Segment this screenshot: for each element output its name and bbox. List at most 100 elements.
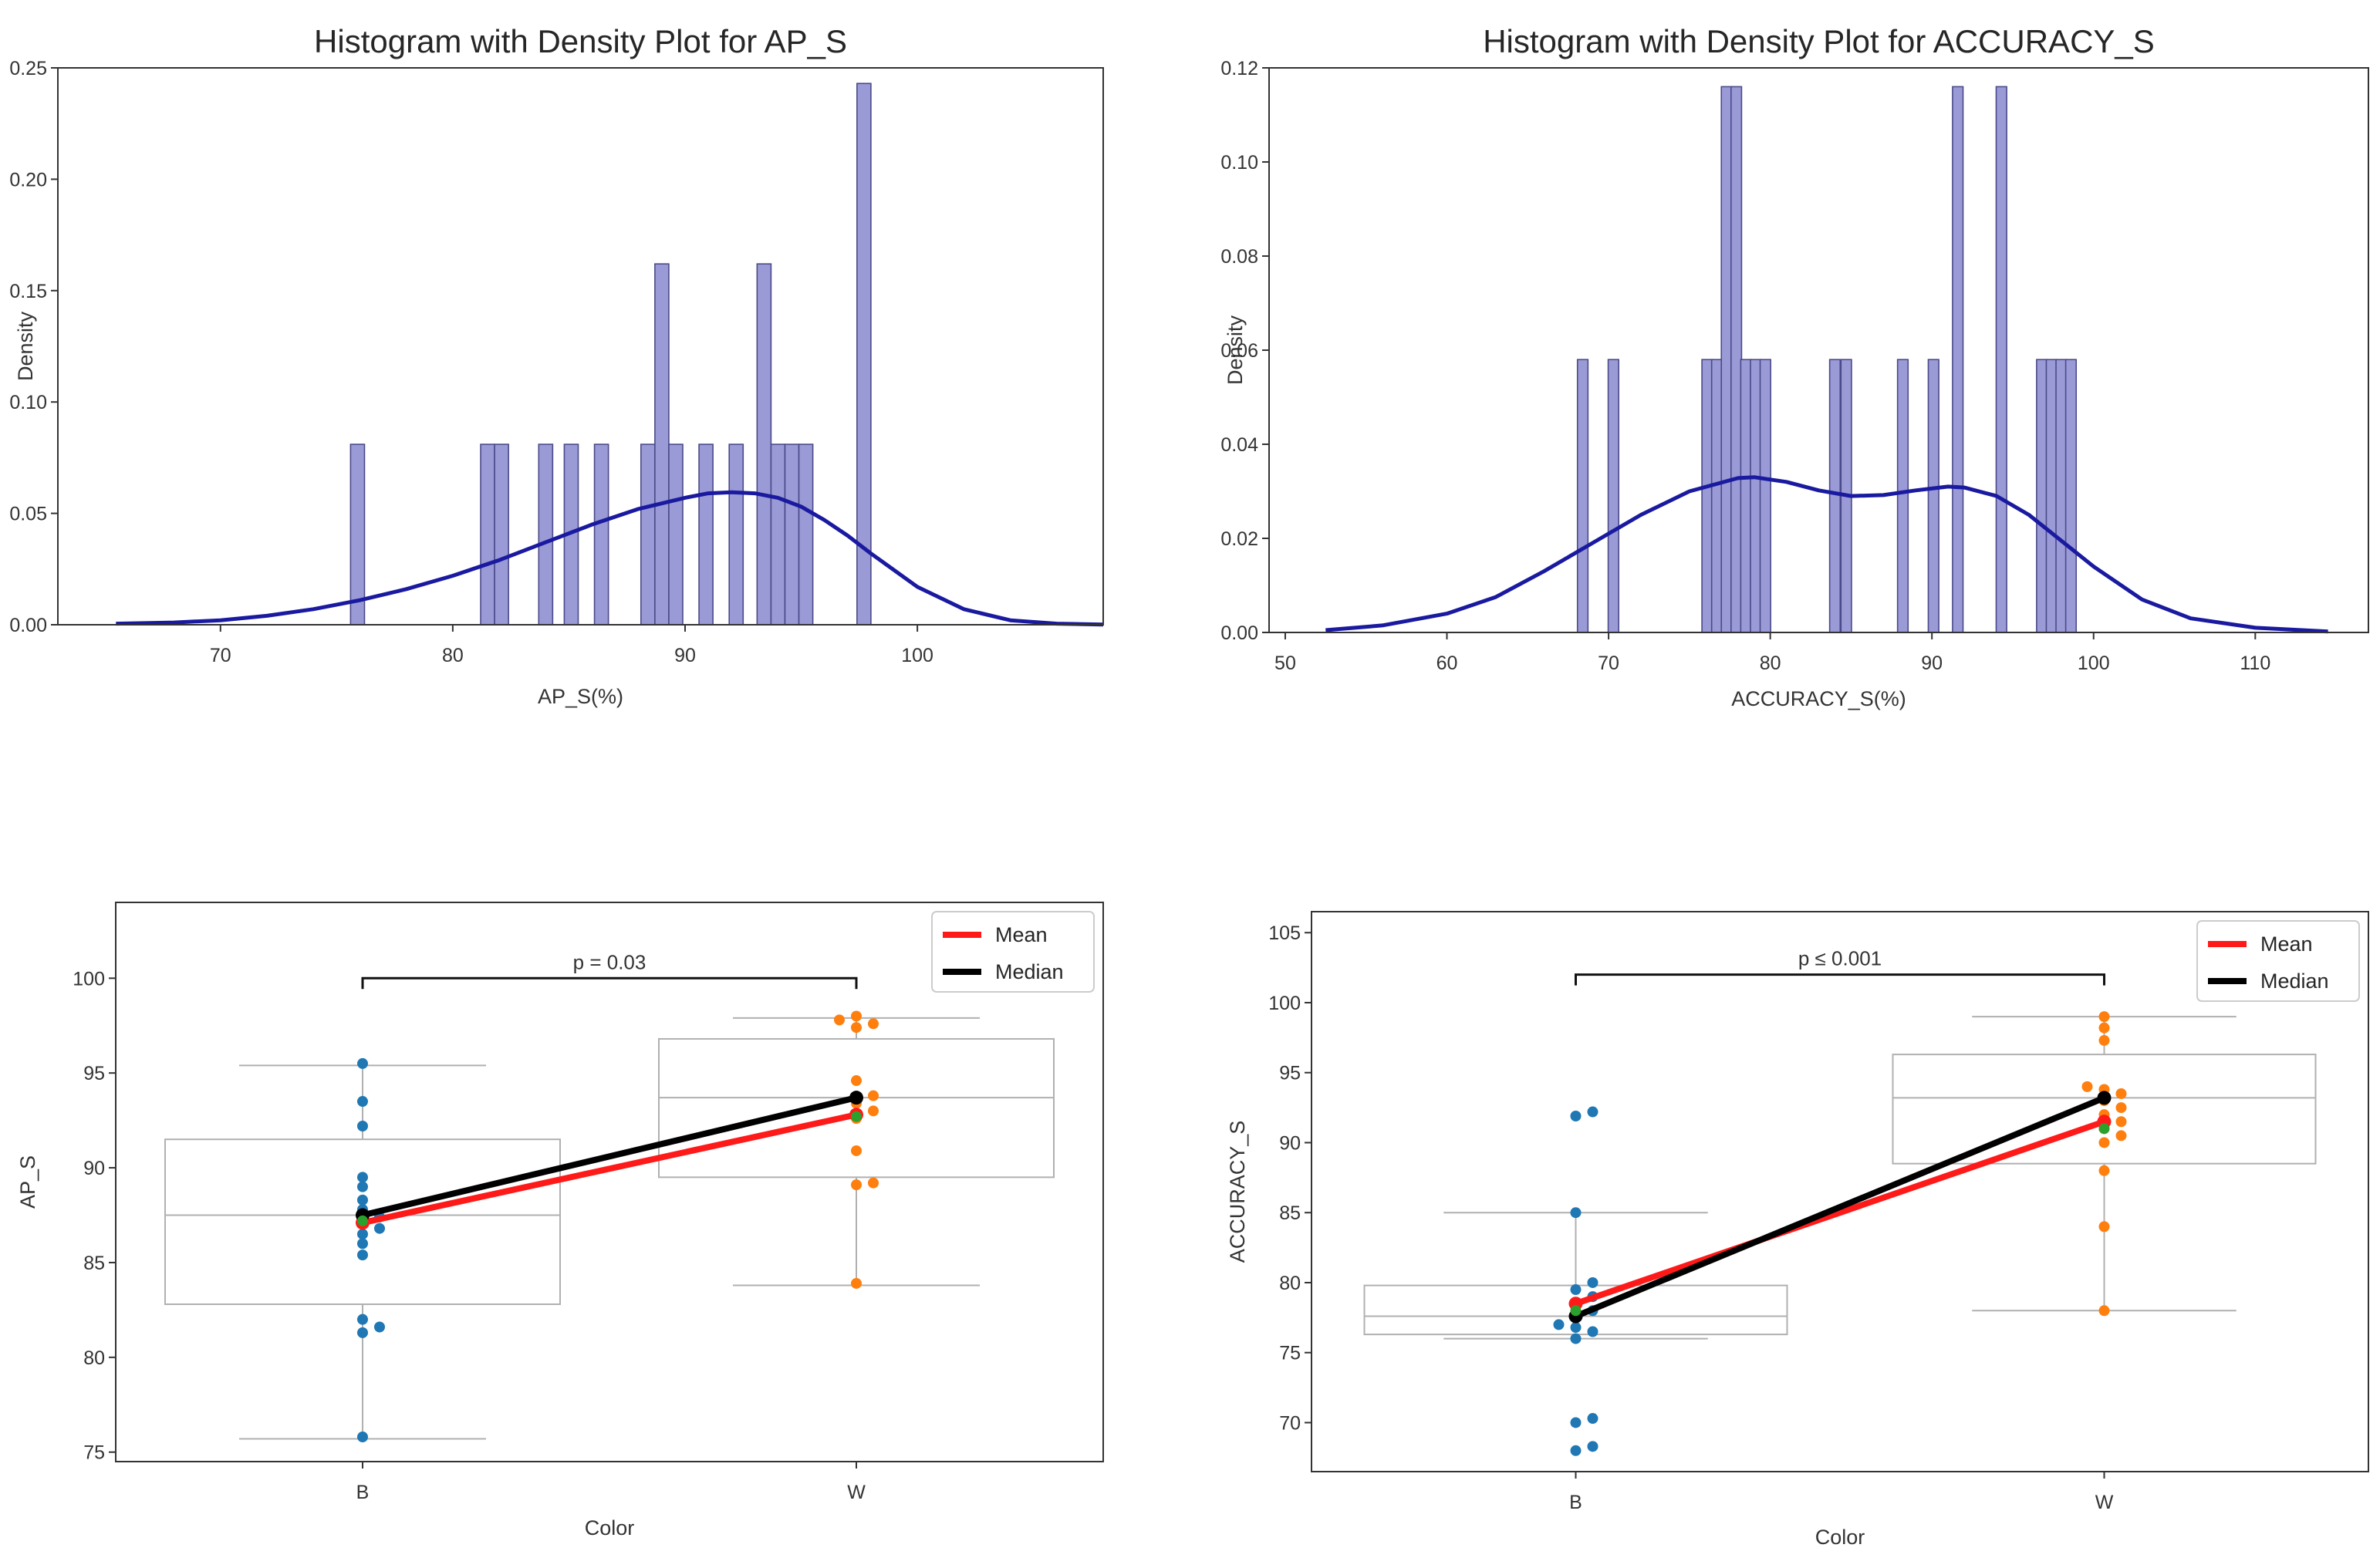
group-center-marker [2098, 1123, 2110, 1135]
mean-line [360, 1111, 859, 1226]
data-point [1587, 1441, 1598, 1452]
data-point [1570, 1284, 1582, 1296]
density-curve [1325, 475, 2328, 634]
plot-frame [57, 67, 1104, 626]
data-point [2098, 1034, 2110, 1046]
box [658, 1037, 1055, 1179]
data-point [1570, 1322, 1582, 1334]
y-tick-label: 90 [83, 1158, 105, 1179]
data-point [2098, 1165, 2110, 1176]
y-tick-label: 100 [73, 968, 105, 990]
data-point [868, 1105, 879, 1117]
y-tick-label: 90 [1279, 1132, 1301, 1154]
legend-label-median: Median [2260, 970, 2329, 993]
data-point [1587, 1276, 1598, 1288]
plot-frame [1268, 67, 2369, 633]
histogram-bar [2036, 359, 2048, 633]
histogram-bar [654, 263, 670, 626]
median-marker [2097, 1091, 2112, 1105]
y-tick-label: 0.05 [9, 504, 47, 525]
x-tick-label: B [356, 1482, 370, 1503]
x-tick-label: 90 [1921, 653, 1943, 674]
x-tick-label: 80 [1760, 653, 1781, 674]
median-line [360, 1094, 859, 1219]
y-tick-label: 0.15 [9, 281, 47, 302]
data-point [2098, 1221, 2110, 1233]
y-tick-label: 0.12 [1220, 58, 1258, 79]
data-point [834, 1014, 845, 1026]
data-point [1570, 1333, 1582, 1344]
y-tick-label: 0.06 [1220, 340, 1258, 362]
x-tick-label: W [2095, 1492, 2114, 1513]
histogram-bar [494, 443, 509, 626]
data-point [357, 1121, 368, 1131]
chart-title: Histogram with Density Plot for ACCURACY… [1483, 23, 2155, 59]
boxplot-ap-chart: p = 0.03 B W 75 80 85 90 95 100 Mean Median Color AP… [16, 902, 1104, 1539]
data-point [374, 1222, 385, 1234]
data-point [1570, 1445, 1582, 1456]
density-curve [116, 490, 1104, 627]
histogram-ap-chart: 70 80 90 100 0.00 0.05 0.10 0.15 0.20 0.25 Histogr… [9, 23, 1104, 708]
data-point [851, 1022, 862, 1034]
histogram-bar [2064, 359, 2078, 633]
histogram-bar [1750, 359, 1762, 633]
data-point [357, 1314, 368, 1325]
data-point [2098, 1022, 2110, 1034]
histogram-bar [1952, 86, 1964, 633]
boxplot-accuracy-chart: p ≤ 0.001 B W 70 75 80 85 90 95 100 105 Mean Median C… [1226, 911, 2369, 1549]
x-tick-label: 60 [1436, 653, 1458, 674]
y-tick-label: 95 [83, 1063, 105, 1084]
p-value-label: p ≤ 0.001 [1798, 947, 1882, 970]
data-point [357, 1057, 368, 1069]
y-tick-label: 85 [83, 1253, 105, 1274]
x-tick-label: B [1569, 1492, 1582, 1513]
histogram-bar [1896, 359, 1909, 633]
plot-frame [115, 902, 1104, 1462]
histogram-bar [2055, 359, 2068, 633]
data-point [851, 1277, 862, 1289]
histogram-bar [538, 443, 554, 626]
x-tick-label: 110 [2240, 653, 2270, 674]
histogram-bar [698, 443, 714, 626]
histogram-bar [640, 443, 656, 626]
data-point [357, 1096, 368, 1108]
y-tick-label: 0.02 [1220, 528, 1258, 550]
y-tick-label: 75 [83, 1442, 105, 1464]
data-point [2098, 1137, 2110, 1148]
x-axis-label: Color [585, 1516, 635, 1539]
data-point [357, 1432, 368, 1443]
y-tick-label: 95 [1279, 1063, 1301, 1084]
data-point [1587, 1326, 1598, 1337]
y-tick-label: 0.00 [1220, 622, 1258, 644]
data-point [2098, 1305, 2110, 1317]
data-point [1570, 1110, 1582, 1121]
histogram-bar [1576, 359, 1589, 633]
data-point [1553, 1319, 1565, 1330]
histogram-bar [1607, 359, 1619, 633]
histogram-bar [1730, 86, 1743, 633]
y-tick-label: 75 [1279, 1343, 1301, 1364]
data-point [851, 1075, 862, 1087]
plot-frame [1311, 911, 2369, 1472]
data-point [357, 1249, 368, 1261]
data-point [868, 1018, 879, 1030]
data-point [1570, 1207, 1582, 1219]
y-tick-label: 100 [1268, 993, 1301, 1014]
y-tick-label: 0.00 [9, 615, 47, 636]
p-value-label: p = 0.03 [573, 950, 646, 973]
y-tick-label: 70 [1279, 1412, 1301, 1434]
histogram-bar [1701, 359, 1713, 633]
legend-label-median: Median [995, 960, 1064, 983]
legend-label-mean: Mean [995, 923, 1048, 946]
y-tick-label: 0.04 [1220, 434, 1258, 456]
x-axis-label: ACCURACY_S(%) [1731, 687, 1906, 710]
histogram-bar [770, 443, 786, 626]
x-tick-label: 100 [2078, 653, 2110, 674]
histogram-accuracy-chart: 50 60 70 80 90 100 110 0.00 0.02 0.04 0.06 0.08 0.10… [1220, 23, 2369, 710]
histogram-bar [1720, 86, 1733, 633]
group-center-marker [357, 1215, 368, 1226]
y-tick-label: 0.08 [1220, 246, 1258, 268]
x-tick-label: 70 [210, 645, 231, 666]
data-point [357, 1327, 368, 1338]
x-tick-label: 90 [674, 645, 696, 666]
